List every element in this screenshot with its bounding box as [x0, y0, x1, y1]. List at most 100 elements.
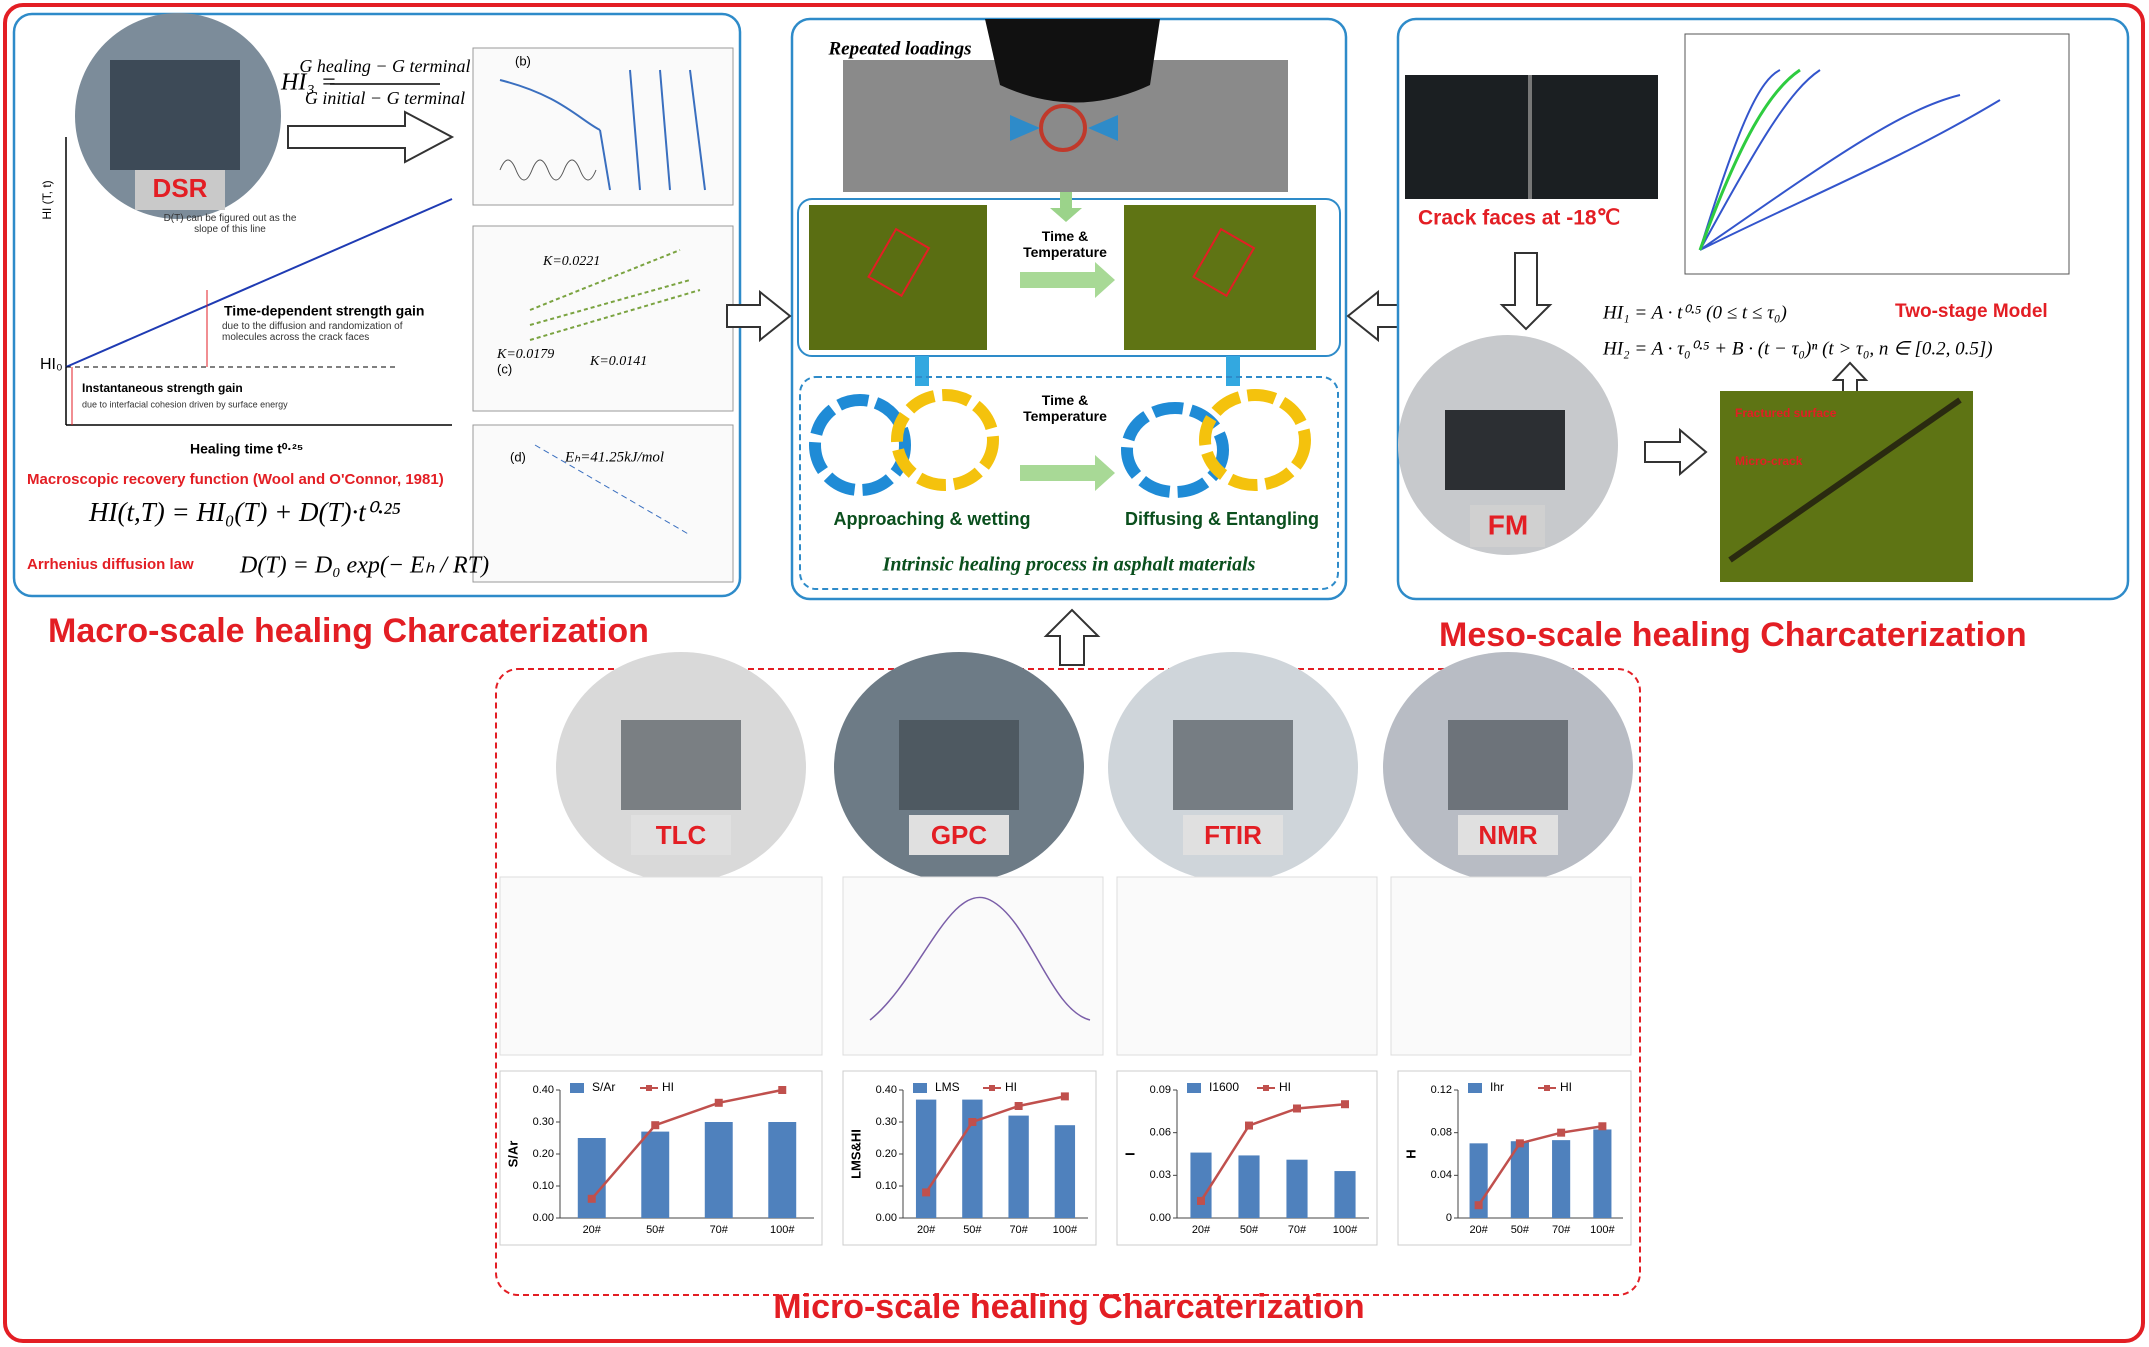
line [1477, 1125, 1603, 1206]
point [968, 1118, 977, 1126]
y-axis-label: H [1403, 1149, 1418, 1158]
x-tick-label: 50# [1240, 1224, 1259, 1236]
crack [1728, 397, 1962, 563]
fm-image-2 [1124, 205, 1316, 350]
point [1245, 1121, 1253, 1130]
fm-label-bg [1470, 505, 1545, 547]
top-row-plots [499, 876, 1632, 1056]
point [1474, 1201, 1483, 1210]
hi3-den: G initial − G terminal [305, 88, 465, 108]
bar [1593, 1129, 1612, 1218]
line [1199, 1102, 1346, 1202]
point [1014, 1102, 1023, 1110]
legend-label: S/Ar [592, 1080, 615, 1094]
hi0: HI₀ [40, 356, 63, 373]
arrow [1050, 192, 1082, 222]
bar [1238, 1155, 1260, 1218]
meso-title: Meso-scale healing Charcaterization [1439, 616, 2027, 654]
instrument-body [1173, 720, 1293, 810]
slope-note-box: D(T) can be figured out as the slope of … [164, 213, 297, 235]
eq2: HI₂ = A · τ₀⁰·⁵ + B · (t − τ₀)ⁿ (t > τ₀,… [1602, 338, 1993, 359]
y-tick-label: 0.00 [533, 1212, 554, 1224]
x-tick-label: 100# [1333, 1224, 1358, 1236]
legend-swatch [989, 1085, 995, 1091]
x-tick-label: 20# [917, 1224, 936, 1236]
instrument-label-bg [1183, 815, 1283, 855]
instruments: TLC GPC FTIR NMR [556, 652, 1633, 882]
instrument-label: TLC [656, 820, 707, 850]
time-temp: Time & Temperature [1023, 228, 1107, 260]
x-tick-label: 20# [583, 1224, 602, 1236]
y-axis-label: LMS&HI [848, 1129, 863, 1179]
arrhenius-title: Arrhenius diffusion law [27, 556, 194, 573]
microcrack-label: Micro-crack [1735, 454, 1803, 468]
point [587, 1194, 596, 1203]
micro-charts: 0.00 0.10 0.20 0.30 0.40 S/Ar 20# 50# 70# 100# S/A… [499, 1070, 1632, 1246]
bar [768, 1122, 797, 1218]
point [651, 1121, 660, 1130]
tt-box: Time & Temperature [1023, 228, 1107, 260]
point [1598, 1122, 1607, 1131]
instrument-label: NMR [1478, 820, 1537, 850]
arrow [726, 289, 792, 343]
hi3-num: G healing − G terminal [299, 56, 470, 76]
plot-c [472, 225, 734, 412]
chart: 0 0.04 0.08 0.12 H 20# 50# 70# 100# Ihr HI [1397, 1070, 1632, 1246]
process-box [799, 376, 1339, 590]
bar [1054, 1125, 1076, 1218]
x-tick-label: 70# [1288, 1224, 1307, 1236]
x-tick-label: 50# [1511, 1224, 1530, 1236]
y-axis-label: I [1122, 1152, 1137, 1156]
fm-label: FM [1488, 509, 1528, 540]
instrument-label: GPC [931, 820, 988, 850]
fractured-label: Fractured surface [1735, 406, 1837, 420]
y-axis-label: S/Ar [505, 1141, 520, 1168]
point [1515, 1139, 1524, 1148]
legend-swatch [570, 1083, 584, 1093]
legend-swatch [1468, 1083, 1482, 1093]
y-tick-label: 0.30 [533, 1116, 554, 1128]
time-gain: Time-dependent strength gain [224, 303, 424, 319]
micro-box [495, 668, 1641, 1296]
instrument-label: FTIR [1204, 820, 1262, 850]
y-tick-label: 0.30 [876, 1116, 897, 1128]
bar [641, 1131, 670, 1218]
bar [915, 1099, 937, 1218]
instrument-body [1448, 720, 1568, 810]
stage-1: Approaching & wetting [834, 509, 1031, 529]
legend-swatch [646, 1085, 652, 1091]
bar [1286, 1159, 1308, 1218]
y-tick-label: 0.04 [1431, 1169, 1452, 1181]
x-axis-label: Healing time t⁰·²⁵ [190, 441, 303, 457]
legend-swatch [1187, 1083, 1201, 1093]
y-tick-label: 0.09 [1150, 1084, 1171, 1096]
fiber-cluster [809, 389, 1311, 498]
chart: 0.00 0.10 0.20 0.30 0.40 LMS&HI 20# 50# 70# 100# L… [842, 1070, 1097, 1246]
dsr-machine [110, 60, 240, 170]
x-tick-label: 20# [1469, 1224, 1488, 1236]
panel-b: (b) [515, 53, 531, 68]
y-tick-label: 0.20 [533, 1148, 554, 1160]
bar [1552, 1140, 1571, 1218]
bar [577, 1138, 606, 1218]
arrow [1043, 608, 1101, 666]
hi-curve [1698, 68, 1801, 251]
legend-label: LMS [935, 1080, 960, 1094]
y-tick-label: 0.00 [1150, 1212, 1171, 1224]
instant-gain-note: due to interfacial cohesion driven by su… [82, 399, 288, 409]
hi-curves [1699, 69, 2001, 251]
legend-swatch [913, 1083, 927, 1093]
point [714, 1098, 723, 1107]
arrow [1499, 252, 1553, 331]
bar [1510, 1141, 1529, 1218]
plot-c-lines [529, 249, 701, 341]
x-tick-label: 100# [1053, 1224, 1078, 1236]
plot-b [472, 47, 734, 206]
eq1: HI₁ = A · t⁰·⁵ (0 ≤ t ≤ τ₀) [1602, 302, 1787, 323]
time-gain-note-box: due to the diffusion and randomization o… [222, 321, 403, 343]
legend-label: I1600 [1209, 1080, 1239, 1094]
arrow [1010, 115, 1040, 141]
y-tick-label: 0.08 [1431, 1127, 1452, 1139]
panel-d: (d) [510, 449, 526, 464]
